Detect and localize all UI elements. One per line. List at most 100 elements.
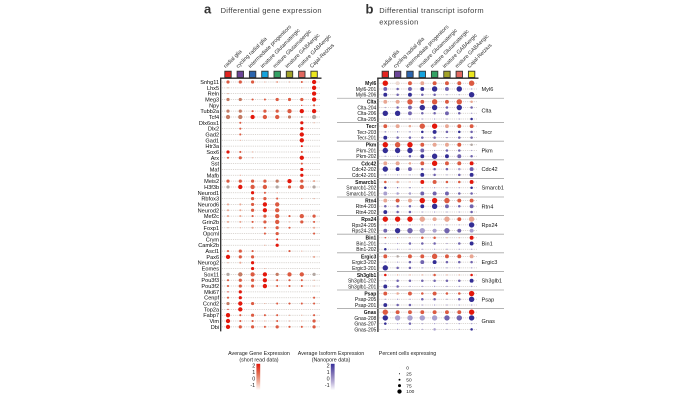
svg-text:Cdc42-201: Cdc42-201	[352, 173, 377, 179]
svg-text:Neurod6: Neurod6	[198, 202, 219, 208]
svg-text:Smarcb1-201: Smarcb1-201	[346, 191, 376, 197]
svg-text:Mef2c: Mef2c	[204, 214, 219, 220]
svg-text:100: 100	[406, 389, 414, 395]
svg-text:Ergic3: Ergic3	[361, 254, 377, 260]
svg-text:Camk2b: Camk2b	[198, 243, 219, 249]
svg-text:Pkm-202: Pkm-202	[356, 154, 376, 160]
svg-text:Psap: Psap	[482, 297, 495, 303]
svg-text:Reln: Reln	[208, 92, 220, 98]
svg-text:Bin1-202: Bin1-202	[356, 247, 376, 253]
svg-text:Gnas: Gnas	[364, 310, 377, 316]
svg-text:Smarcb1: Smarcb1	[482, 186, 504, 192]
svg-text:H3f3b: H3f3b	[204, 185, 219, 191]
svg-text:Eomes: Eomes	[202, 267, 220, 273]
svg-text:Myl6-201: Myl6-201	[356, 87, 377, 93]
svg-text:75: 75	[406, 383, 412, 389]
svg-text:0: 0	[252, 376, 255, 382]
svg-text:Rtn4-203: Rtn4-203	[356, 204, 377, 210]
svg-text:Rbfox3: Rbfox3	[201, 197, 219, 203]
svg-text:(Nanopore data): (Nanopore data)	[312, 357, 351, 363]
svg-text:Gad2: Gad2	[205, 132, 219, 138]
svg-text:Fabp7: Fabp7	[203, 313, 219, 319]
svg-text:Myl6-206: Myl6-206	[356, 93, 377, 99]
svg-text:Pkm-201: Pkm-201	[356, 148, 376, 154]
svg-text:25: 25	[406, 372, 412, 378]
svg-text:Psap-201: Psap-201	[355, 303, 377, 309]
svg-text:Meis2: Meis2	[204, 179, 219, 185]
svg-text:2: 2	[252, 364, 255, 370]
svg-text:Top2a: Top2a	[204, 307, 220, 313]
svg-text:Foxp1: Foxp1	[204, 226, 220, 232]
svg-text:Clta-204: Clta-204	[357, 105, 376, 111]
svg-text:Crym: Crym	[206, 237, 220, 243]
svg-text:Clta: Clta	[482, 108, 493, 114]
svg-text:Neurod1: Neurod1	[198, 191, 219, 197]
svg-text:Cdc42: Cdc42	[361, 161, 376, 167]
svg-text:Pax6: Pax6	[206, 255, 219, 261]
svg-text:Clta-206: Clta-206	[357, 111, 376, 117]
svg-text:-1: -1	[325, 383, 330, 389]
svg-text:Rps24: Rps24	[361, 217, 376, 223]
svg-text:Opcml: Opcml	[203, 232, 219, 238]
svg-text:Pou3f3: Pou3f3	[201, 278, 219, 284]
svg-text:Sh3glb1-202: Sh3glb1-202	[348, 279, 377, 285]
svg-text:Sox6: Sox6	[206, 150, 219, 156]
svg-text:Lhx5: Lhx5	[207, 86, 219, 92]
svg-text:Sh3glb1-201: Sh3glb1-201	[348, 284, 377, 290]
svg-text:Pkm: Pkm	[366, 143, 377, 149]
svg-text:Npy: Npy	[209, 103, 219, 109]
svg-text:Arx: Arx	[211, 156, 220, 162]
svg-text:Htr3a: Htr3a	[205, 144, 220, 150]
svg-text:Rtn4: Rtn4	[482, 204, 494, 210]
svg-text:Percent cells expressing: Percent cells expressing	[379, 351, 436, 357]
svg-text:Average Gene Expression: Average Gene Expression	[228, 351, 290, 357]
svg-text:Smarcb1-202: Smarcb1-202	[346, 186, 376, 192]
svg-text:Gnas-207: Gnas-207	[354, 322, 376, 328]
svg-text:Ccnd2: Ccnd2	[203, 302, 219, 308]
svg-text:Tecr: Tecr	[366, 124, 376, 130]
svg-text:Rtn4-202: Rtn4-202	[356, 210, 377, 216]
svg-text:Meg3: Meg3	[205, 97, 219, 103]
svg-text:Sh3glb1: Sh3glb1	[357, 273, 377, 279]
svg-text:Average Isoform Expression: Average Isoform Expression	[298, 351, 364, 357]
svg-text:Dlx2: Dlx2	[208, 127, 219, 133]
svg-text:Vim: Vim	[210, 319, 220, 325]
svg-text:Ergic3-202: Ergic3-202	[352, 260, 376, 266]
svg-text:Ascl1: Ascl1	[205, 249, 219, 255]
svg-text:Pou3f2: Pou3f2	[201, 284, 219, 290]
svg-text:Grin2b: Grin2b	[202, 220, 219, 226]
svg-text:Tubb2a: Tubb2a	[200, 109, 220, 115]
svg-text:Gad1: Gad1	[205, 138, 219, 144]
svg-text:Myl6: Myl6	[482, 87, 494, 93]
svg-text:Smarcb1: Smarcb1	[355, 180, 376, 186]
svg-text:2: 2	[327, 364, 330, 370]
svg-text:Sst: Sst	[211, 162, 220, 168]
svg-text:Gnas-208: Gnas-208	[354, 316, 376, 322]
svg-text:Dbi: Dbi	[211, 325, 219, 331]
svg-text:Neurog2: Neurog2	[198, 261, 219, 267]
svg-text:Tcf4: Tcf4	[209, 115, 219, 121]
svg-text:1: 1	[327, 370, 330, 376]
svg-text:Myl6: Myl6	[365, 81, 376, 87]
svg-text:Sh3glb1: Sh3glb1	[482, 279, 503, 285]
svg-text:Bin1: Bin1	[365, 236, 376, 242]
svg-text:Psap-205: Psap-205	[355, 297, 377, 303]
svg-text:b: b	[366, 2, 374, 17]
svg-text:Gnas: Gnas	[482, 319, 496, 325]
svg-text:expression: expression	[379, 18, 418, 27]
svg-text:Ergic3: Ergic3	[482, 260, 498, 266]
svg-text:Differential transcript isofor: Differential transcript isoform	[379, 6, 484, 15]
svg-text:a: a	[204, 2, 212, 17]
svg-text:Differential gene expression: Differential gene expression	[221, 6, 322, 15]
svg-text:Rtn4: Rtn4	[365, 198, 376, 204]
svg-text:Maf: Maf	[210, 167, 220, 173]
svg-text:Cdc42: Cdc42	[482, 167, 498, 173]
svg-text:Rps24: Rps24	[482, 223, 498, 229]
svg-text:Gnas-205: Gnas-205	[354, 327, 376, 333]
svg-text:Rps24-202: Rps24-202	[352, 229, 377, 235]
svg-text:Neurod2: Neurod2	[198, 208, 219, 214]
svg-text:Pkm: Pkm	[482, 149, 494, 155]
svg-text:Clta-205: Clta-205	[357, 117, 376, 123]
svg-text:Cenpf: Cenpf	[204, 296, 219, 302]
svg-text:Ergic3-201: Ergic3-201	[352, 266, 376, 272]
